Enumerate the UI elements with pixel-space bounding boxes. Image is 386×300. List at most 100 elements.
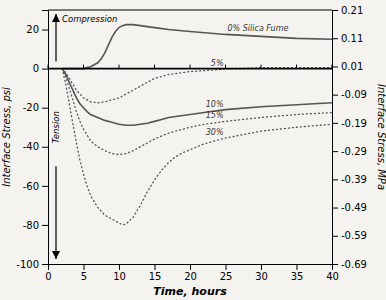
y-tick-label: -40: [23, 141, 39, 152]
y2-tick: -0.59: [332, 230, 367, 241]
x-axis-line: [49, 265, 333, 271]
zero-line-tick: [190, 65, 191, 69]
x-tick-mark: [84, 264, 85, 270]
y2-tick-mark: [332, 10, 338, 11]
y2-tick-mark: [332, 95, 338, 96]
x-tick: 20: [184, 264, 197, 282]
x-tick: 0: [45, 264, 51, 282]
y-tick-label: -100: [16, 259, 39, 270]
y-tick: -80: [23, 220, 48, 231]
y-axis-line: [42, 11, 49, 265]
x-tick: 15: [149, 264, 162, 282]
x-tick: 35: [291, 264, 304, 282]
y2-tick-label: 0.01: [341, 61, 363, 72]
y2-tick: 0.01: [332, 61, 363, 72]
x-tick: 25: [220, 264, 233, 282]
y2-tick: 0.21: [332, 5, 363, 16]
y2-tick: -0.69: [332, 259, 367, 270]
x-tick-label: 35: [291, 271, 304, 282]
x-tick-label: 25: [220, 271, 233, 282]
x-tick: 40: [326, 264, 339, 282]
y-tick-mark: [42, 69, 48, 70]
arrow: [55, 14, 56, 62]
y2-tick-label: -0.59: [341, 230, 367, 241]
x-tick: 30: [255, 264, 268, 282]
x-tick-mark: [297, 264, 298, 270]
plot-frame-top: [48, 10, 332, 11]
x-tick-mark: [226, 264, 227, 270]
x-tick-label: 15: [149, 271, 162, 282]
series-label: 0% Silica Fume: [228, 24, 289, 33]
y2-tick-mark: [332, 151, 338, 152]
y2-tick-label: -0.39: [341, 174, 367, 185]
y2-tick: -0.29: [332, 146, 367, 157]
y2-tick: -0.49: [332, 202, 367, 213]
x-tick-mark: [119, 264, 120, 270]
series-labels: 0% Silica Fume5%10%15%30%: [206, 24, 289, 137]
y-tick-mark: [42, 147, 48, 148]
y2-tick-mark: [332, 179, 338, 180]
y-tick-mark: [42, 186, 48, 187]
y-tick: 0: [33, 63, 48, 74]
plot: 0 5 10 15 20 25 30 35 40 -100 -80 -60 -40 -20 0 20 -0.69…: [1, 5, 386, 298]
y2-tick-mark: [332, 38, 338, 39]
y2-tick-label: 0.21: [341, 5, 363, 16]
zero-line-tick: [332, 65, 333, 69]
zero-line-tick: [225, 65, 226, 69]
y2-tick-label: -0.09: [341, 89, 367, 100]
series-line: [62, 69, 332, 155]
y2-tick-mark: [332, 66, 338, 67]
series-label: 5%: [211, 59, 224, 68]
y-tick: -100: [16, 259, 48, 270]
zero-line-tick: [261, 65, 262, 69]
arrow: [55, 166, 56, 259]
y-axis-title: Interface Stress, psi: [1, 87, 12, 187]
y2-axis: -0.69 -0.59 -0.49 -0.39 -0.29 -0.19 -0.09 0.01 0…: [332, 5, 367, 270]
zero-line-tick: [296, 65, 297, 69]
y-tick-label: -60: [23, 181, 39, 192]
y2-tick-label: -0.29: [341, 146, 367, 157]
x-tick-label: 30: [255, 271, 268, 282]
zero-line-tick: [83, 65, 84, 69]
zero-line-tick: [48, 65, 49, 69]
x-tick-mark: [261, 264, 262, 270]
y2-tick-mark: [332, 123, 338, 124]
y2-axis-line: [333, 11, 339, 265]
y-tick-label: -20: [23, 102, 39, 113]
x-tick-label: 20: [184, 271, 197, 282]
x-tick: 10: [113, 264, 126, 282]
series-line: [62, 69, 332, 126]
x-tick-label: 10: [113, 271, 126, 282]
x-tick-mark: [155, 264, 156, 270]
y-tick: -20: [23, 102, 48, 113]
x-tick-label: 0: [45, 271, 51, 282]
y2-tick: -0.19: [332, 118, 367, 129]
y-tick-mark: [42, 264, 48, 265]
y-tick-label: -80: [23, 220, 39, 231]
chart: 0 5 10 15 20 25 30 35 40 -100 -80 -60 -40 -20 0 20 -0.69…: [0, 0, 386, 300]
y-tick-mark: [42, 108, 48, 109]
x-axis-title: Time, hours: [153, 285, 227, 298]
y-tick-mark: [42, 30, 48, 31]
lines: [62, 25, 332, 225]
x-tick: 5: [81, 264, 87, 282]
y2-tick: -0.09: [332, 89, 367, 100]
y2-tick-label: -0.49: [341, 202, 367, 213]
y-tick-label: 20: [26, 24, 39, 35]
y2-tick-label: 0.11: [341, 33, 363, 44]
y-tick-label: 0: [33, 63, 39, 74]
y2-tick-mark: [332, 236, 338, 237]
y2-tick-mark: [332, 208, 338, 209]
zero-line-tick: [119, 65, 120, 69]
y2-tick-label: -0.19: [341, 118, 367, 129]
y-tick: -60: [23, 181, 48, 192]
y-axis: -100 -80 -60 -40 -20 0 20: [16, 11, 48, 270]
y-tick-mark: [42, 225, 48, 226]
series-line: [62, 69, 332, 225]
series-line: [62, 68, 332, 103]
annotation: Compression: [62, 14, 117, 24]
y2-tick-label: -0.69: [341, 259, 367, 270]
y2-tick: -0.39: [332, 174, 367, 185]
y2-tick: 0.11: [332, 33, 363, 44]
y2-tick-mark: [332, 264, 338, 265]
